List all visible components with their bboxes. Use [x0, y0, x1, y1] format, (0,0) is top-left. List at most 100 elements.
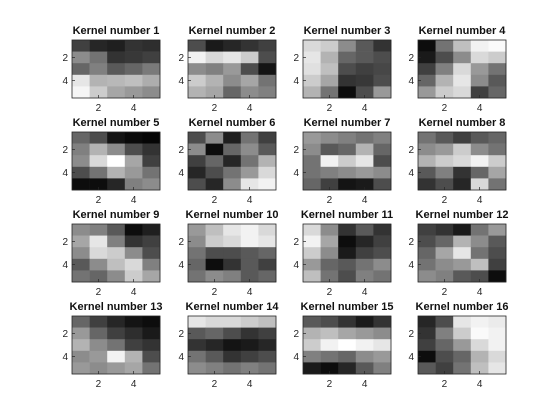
heatmap-cell [205, 51, 224, 64]
heatmap-cell [223, 143, 242, 156]
y-tick-label: 4 [178, 168, 184, 179]
panel-frame [417, 315, 507, 375]
panel-frame [71, 131, 161, 191]
heatmap-cell [223, 235, 242, 248]
x-tick-label: 2 [96, 195, 102, 206]
panel-frame [71, 223, 161, 283]
heatmap-cell [453, 143, 472, 156]
heatmap-cell [418, 350, 436, 363]
heatmap-cell [418, 86, 436, 99]
heatmap-cell [488, 86, 507, 99]
heatmap-cell [303, 316, 321, 328]
heatmap-cell [107, 74, 126, 87]
heatmap-cell [124, 270, 143, 283]
heatmap-cell [373, 143, 392, 156]
y-tick-label: 4 [293, 352, 299, 363]
heatmap-cell [124, 224, 143, 236]
heatmap-cell [355, 132, 374, 144]
heatmap-cell [205, 270, 224, 283]
x-tick-label: 4 [131, 103, 137, 114]
heatmap-cell [240, 316, 259, 328]
heatmap-cell [142, 339, 161, 352]
panel-title: Kernel number 2 [189, 25, 276, 37]
heatmap-cell [373, 132, 392, 144]
y-tick-label: 4 [62, 168, 68, 179]
heatmap-cell [124, 258, 143, 271]
heatmap-cell [142, 63, 161, 76]
x-tick-label: 2 [212, 103, 218, 114]
heatmap-cell [435, 224, 454, 236]
heatmap-cell [107, 350, 126, 363]
heatmap-cell [373, 166, 392, 179]
heatmap-cell [338, 362, 357, 375]
heatmap-cell [355, 40, 374, 52]
panel-frame [187, 39, 277, 99]
heatmap-cell [373, 270, 392, 283]
heatmap-cell [470, 362, 489, 375]
heatmap-cell [470, 51, 489, 64]
x-tick-label: 2 [327, 103, 333, 114]
panel-frame [302, 131, 392, 191]
heatmap-cell [488, 327, 507, 340]
heatmap-cell [240, 350, 259, 363]
x-tick-label: 4 [477, 195, 483, 206]
x-tick-label: 4 [247, 195, 253, 206]
heatmap-cell [338, 235, 357, 248]
heatmap-cell [205, 235, 224, 248]
heatmap-cell [72, 40, 90, 52]
heatmap-cell [258, 40, 277, 52]
heatmap-cell [107, 224, 126, 236]
heatmap-cell [223, 63, 242, 76]
heatmap-cell [142, 166, 161, 179]
heatmap-cell [223, 40, 242, 52]
kernel-panel: Kernel number 7 2 4 2 4 [293, 117, 392, 206]
y-tick-label: 4 [293, 168, 299, 179]
heatmap-cell [107, 362, 126, 375]
heatmap-cell [205, 350, 224, 363]
heatmap-cell [107, 63, 126, 76]
y-tick-label: 2 [62, 329, 68, 340]
heatmap-cell [453, 362, 472, 375]
heatmap-cell [89, 51, 108, 64]
heatmap-cell [320, 178, 339, 191]
heatmap-cell [435, 166, 454, 179]
heatmap-cell [435, 235, 454, 248]
heatmap-cell [453, 40, 472, 52]
heatmap-cell [124, 86, 143, 99]
heatmap-cell [188, 316, 206, 328]
heatmap-cell [338, 350, 357, 363]
panel-title: Kernel number 13 [70, 301, 163, 313]
heatmap-cell [453, 63, 472, 76]
x-tick-label: 2 [327, 287, 333, 298]
heatmap-cell [188, 143, 206, 156]
heatmap-cell [303, 247, 321, 260]
heatmap-cell [435, 247, 454, 260]
heatmap-cell [124, 143, 143, 156]
heatmap-cell [107, 51, 126, 64]
heatmap-cell [205, 362, 224, 375]
heatmap-cell [258, 270, 277, 283]
kernel-panel: Kernel number 8 2 4 2 4 [408, 117, 507, 206]
panel-frame [71, 315, 161, 375]
heatmap-cell [373, 258, 392, 271]
heatmap-cell [205, 339, 224, 352]
heatmap-cell [470, 63, 489, 76]
heatmap-cell [188, 178, 206, 191]
heatmap-cell [418, 74, 436, 87]
heatmap-cell [418, 166, 436, 179]
kernel-panel: Kernel number 9 2 4 2 4 [62, 209, 161, 298]
heatmap-cell [72, 178, 90, 191]
heatmap-cell [89, 247, 108, 260]
heatmap-cell [470, 155, 489, 168]
y-tick-label: 4 [408, 260, 414, 271]
heatmap-cell [320, 339, 339, 352]
heatmap-cell [258, 258, 277, 271]
heatmap-cell [223, 178, 242, 191]
heatmap-cell [373, 86, 392, 99]
y-tick-label: 4 [408, 168, 414, 179]
heatmap-cell [453, 155, 472, 168]
heatmap-cell [188, 40, 206, 52]
heatmap-cell [435, 350, 454, 363]
heatmap-cell [303, 224, 321, 236]
heatmap-cell [488, 143, 507, 156]
